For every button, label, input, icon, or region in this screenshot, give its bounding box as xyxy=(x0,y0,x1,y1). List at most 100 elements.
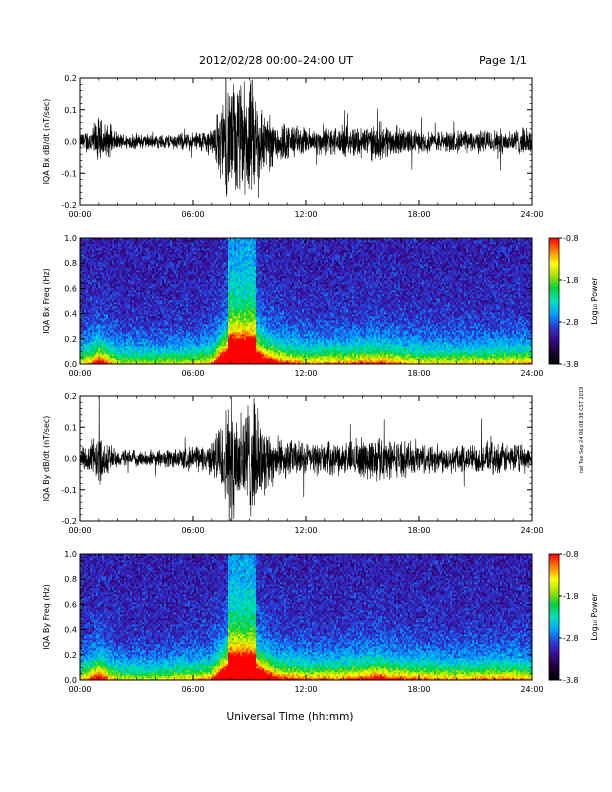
colorbar-swatch xyxy=(549,265,559,267)
colorbar-swatch xyxy=(549,638,559,640)
colorbar-swatch xyxy=(549,335,559,337)
colorbar-swatch xyxy=(549,291,559,293)
colorbar-tick-label: -3.8 xyxy=(563,676,579,685)
colorbar-swatch xyxy=(549,579,559,581)
x-tick-label: 24:00 xyxy=(520,526,543,535)
x-tick-label: 06:00 xyxy=(181,526,204,535)
colorbar-swatch xyxy=(549,558,559,560)
colorbar-swatch xyxy=(549,676,559,678)
colorbar-swatch xyxy=(549,646,559,648)
colorbar-label: Log₁₀ Power xyxy=(590,593,599,641)
y-tick-label: 0.8 xyxy=(64,575,77,584)
y-tick-label: 0.6 xyxy=(64,284,77,293)
colorbar-swatch xyxy=(549,565,559,567)
y-tick-label: 0.4 xyxy=(64,310,77,319)
colorbar-swatch xyxy=(549,242,559,244)
y-tick-label: -0.1 xyxy=(61,169,77,178)
colorbar-swatch xyxy=(549,249,559,251)
colorbar-tick-label: -1.8 xyxy=(563,276,579,285)
colorbar-swatch xyxy=(549,307,559,309)
colorbar-swatch xyxy=(549,358,559,360)
y-tick-label: 1.0 xyxy=(64,550,77,559)
colorbar-swatch xyxy=(549,649,559,651)
y-tick-label: 0.2 xyxy=(64,392,77,401)
colorbar-swatch xyxy=(549,328,559,330)
side-note: nel Tue Sep 24 06:08:38 CST 2019 xyxy=(579,387,585,473)
x-tick-label: 24:00 xyxy=(520,210,543,219)
colorbar-swatch xyxy=(549,276,559,278)
colorbar-swatch xyxy=(549,619,559,621)
colorbar-swatch xyxy=(549,318,559,320)
colorbar-swatch xyxy=(549,251,559,253)
x-axis-label: Universal Time (hh:mm) xyxy=(227,711,354,723)
colorbar-swatch xyxy=(549,343,559,345)
colorbar-swatch xyxy=(549,354,559,356)
colorbar-swatch xyxy=(549,284,559,286)
y-tick-label: -0.1 xyxy=(61,486,77,495)
colorbar-swatch xyxy=(549,272,559,274)
colorbar-swatch xyxy=(549,625,559,627)
colorbar-swatch xyxy=(549,293,559,295)
x-tick-label: 00:00 xyxy=(68,210,91,219)
colorbar-tick-label: -0.8 xyxy=(563,234,579,243)
colorbar-swatch xyxy=(549,347,559,349)
colorbar-swatch xyxy=(549,270,559,272)
colorbar-swatch xyxy=(549,609,559,611)
colorbar-swatch xyxy=(549,326,559,328)
colorbar-swatch xyxy=(549,244,559,246)
colorbar-swatch xyxy=(549,621,559,623)
panel-bx-dbdt: 00:00 06:00 12:00 18:00 24:000.20.10.0-0.1-0… xyxy=(42,53,544,219)
x-tick-label: 24:00 xyxy=(520,685,543,694)
colorbar-swatch xyxy=(549,253,559,255)
colorbar-swatch xyxy=(549,288,559,290)
colorbar-swatch xyxy=(549,665,559,667)
colorbar-swatch xyxy=(549,295,559,297)
colorbar-tick-label: -2.8 xyxy=(563,318,579,327)
y-tick-label: 0.0 xyxy=(64,138,77,147)
colorbar-swatch xyxy=(549,309,559,311)
colorbar-swatch xyxy=(549,615,559,617)
colorbar-swatch xyxy=(549,611,559,613)
colorbar-swatch xyxy=(549,598,559,600)
colorbar-swatch xyxy=(549,562,559,564)
x-tick-label: 18:00 xyxy=(407,526,430,535)
colorbar-swatch xyxy=(549,349,559,351)
colorbar-swatch xyxy=(549,569,559,571)
colorbar-swatch xyxy=(549,571,559,573)
y-tick-label: 0.1 xyxy=(64,106,77,115)
x-tick-label: 18:00 xyxy=(407,369,430,378)
y-tick-label: 0.0 xyxy=(64,455,77,464)
colorbar-tick-label: -1.8 xyxy=(563,592,579,601)
colorbar-label: Log₁₀ Power xyxy=(590,277,599,325)
colorbar-tick-label: -3.8 xyxy=(563,360,579,369)
y-tick-label: 0.2 xyxy=(64,74,77,83)
y-tick-label: 0.2 xyxy=(64,335,77,344)
colorbar-swatch xyxy=(549,586,559,588)
colorbar-swatch xyxy=(549,324,559,326)
colorbar-swatch xyxy=(549,602,559,604)
colorbar-swatch xyxy=(549,337,559,339)
y-tick-label: 0.6 xyxy=(64,600,77,609)
colorbar-swatch xyxy=(549,592,559,594)
y-tick-label: 1.0 xyxy=(64,234,77,243)
y-axis-label: IQA Bx dB/dt (nT/sec) xyxy=(42,99,51,185)
y-tick-label: 0.4 xyxy=(64,626,77,635)
colorbar-swatch xyxy=(549,312,559,314)
colorbar-swatch xyxy=(549,628,559,630)
colorbar-swatch xyxy=(549,261,559,263)
colorbar-swatch xyxy=(549,640,559,642)
colorbar-swatch xyxy=(549,588,559,590)
colorbar-swatch xyxy=(549,644,559,646)
x-tick-label: 06:00 xyxy=(181,210,204,219)
y-axis-label: IQA By dB/dt (nT/sec) xyxy=(42,416,51,502)
colorbar-swatch xyxy=(549,255,559,257)
colorbar-swatch xyxy=(549,560,559,562)
colorbar-swatch xyxy=(549,267,559,269)
colorbar-tick-label: -2.8 xyxy=(563,634,579,643)
colorbar-swatch xyxy=(549,634,559,636)
colorbar-swatch xyxy=(549,297,559,299)
colorbar-swatch xyxy=(549,303,559,305)
colorbar-swatch xyxy=(549,280,559,282)
